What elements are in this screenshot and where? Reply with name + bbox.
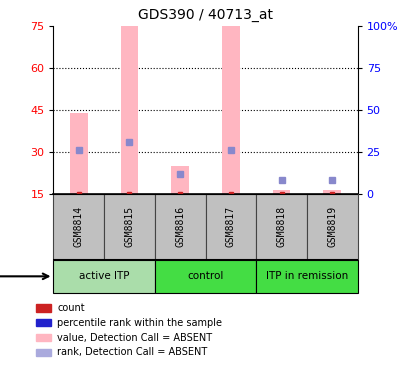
Text: GSM8819: GSM8819 (327, 206, 337, 247)
Bar (256, 194, 307, 260)
Bar (36, 349, 51, 356)
Text: control: control (187, 271, 224, 281)
Text: GSM8817: GSM8817 (226, 206, 236, 247)
Bar (36, 334, 51, 341)
Text: GSM8815: GSM8815 (125, 206, 134, 247)
Bar (36, 319, 51, 326)
Bar (222, 26, 240, 194)
Text: GSM8814: GSM8814 (74, 206, 84, 247)
Bar (155, 194, 206, 260)
Bar (120, 26, 139, 194)
Text: active ITP: active ITP (79, 271, 129, 281)
Bar (272, 190, 291, 194)
Bar (36, 304, 51, 312)
Text: value, Detection Call = ABSENT: value, Detection Call = ABSENT (57, 333, 212, 343)
Bar (323, 190, 341, 194)
Bar (53, 194, 104, 260)
Text: GSM8818: GSM8818 (277, 206, 286, 247)
Text: ITP in remission: ITP in remission (266, 271, 348, 281)
Text: GSM8816: GSM8816 (175, 206, 185, 247)
Bar (104, 194, 155, 260)
Bar (155, 260, 256, 293)
Bar (70, 113, 88, 194)
Bar (307, 194, 358, 260)
Bar (256, 260, 358, 293)
Bar (171, 166, 189, 194)
Text: rank, Detection Call = ABSENT: rank, Detection Call = ABSENT (57, 347, 208, 358)
Bar (206, 194, 256, 260)
Title: GDS390 / 40713_at: GDS390 / 40713_at (138, 8, 273, 22)
Text: percentile rank within the sample: percentile rank within the sample (57, 318, 222, 328)
Bar (53, 260, 155, 293)
Text: count: count (57, 303, 85, 313)
